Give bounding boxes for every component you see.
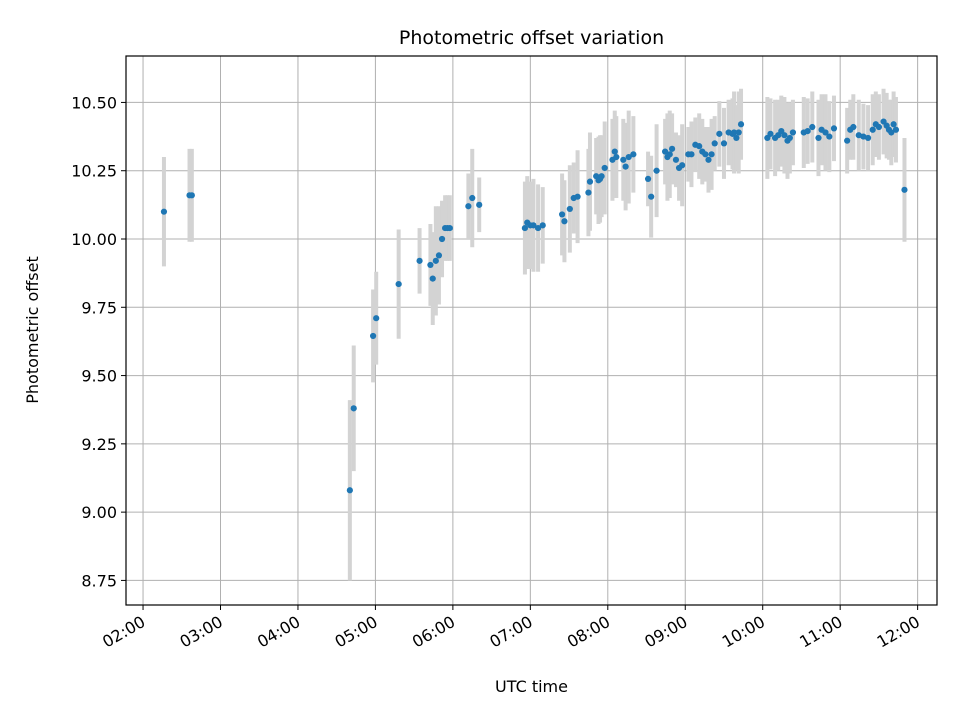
data-point [369,332,377,340]
data-point [435,252,443,259]
data-point [521,224,529,232]
data-point [737,121,745,128]
data-point [716,130,723,137]
data-point [613,153,620,161]
data-point [781,132,788,139]
data-point [611,148,618,155]
data-point [809,123,816,131]
data-point [826,133,833,140]
data-point [855,132,862,139]
data-point [679,162,686,169]
data-point [696,143,703,150]
data-point [574,193,581,200]
data-point [864,134,872,142]
data-point [539,222,546,229]
data-point [598,173,605,180]
data-point [350,405,357,412]
data-point [653,167,660,174]
data-point [432,257,439,264]
data-point [160,208,168,215]
data-point [346,487,353,494]
data-point [890,121,897,128]
data-point [860,133,867,140]
y-tick-label: 10.50 [71,93,117,112]
data-point [561,218,568,225]
y-tick-label: 8.75 [81,571,117,590]
data-point [625,153,632,161]
chart-title: Photometric offset variation [399,27,664,49]
y-tick-label: 9.25 [81,435,117,454]
plot-frame [125,55,938,606]
data-point [188,192,195,199]
data-point [869,126,876,133]
data-point [566,205,573,213]
data-point [888,129,895,136]
data-point [786,134,793,142]
data-point [648,193,655,200]
y-tick-label: 9.75 [81,298,117,317]
data-point [735,129,742,136]
data-point [585,189,592,196]
data-point [830,125,838,132]
data-point [702,151,709,158]
data-point [469,194,476,202]
data-point [815,134,822,142]
y-tick-label: 10.25 [71,162,117,181]
y-tick-label: 10.00 [71,230,117,249]
data-point [688,151,695,158]
data-point [438,235,446,243]
data-point [850,123,857,131]
y-tick-label: 9.00 [81,503,117,522]
data-point [530,222,537,229]
data-point [429,275,436,282]
data-point [601,164,608,172]
data-point [586,178,594,185]
data-point [662,148,669,155]
data-point [534,224,542,232]
x-axis-label: UTC time [495,677,568,696]
y-axis-ticks: 8.75 9.00 9.25 9.50 9.75 10.00 10.25 10.50 [71,93,126,590]
data-point [901,186,908,193]
y-axis-label: Photometric offset [23,256,42,404]
data-point [672,156,680,163]
data-points [160,118,908,494]
data-point [558,211,566,218]
data-point [892,126,900,133]
data-point [705,156,712,163]
data-point [822,129,829,136]
data-point [416,257,423,264]
data-point [720,140,728,147]
data-point [644,175,652,183]
data-point [789,129,797,136]
data-point [446,224,453,232]
data-point [630,151,637,158]
data-point [844,137,851,144]
data-point [622,163,629,170]
data-point [711,140,718,147]
data-point [733,134,740,142]
data-point [666,151,673,158]
data-point [767,130,774,137]
data-point [373,315,380,322]
data-point [708,151,715,158]
data-point [620,156,627,163]
data-point [875,123,883,131]
data-point [804,128,811,135]
data-point [395,280,402,288]
data-point [668,145,676,152]
data-point [730,129,738,136]
data-point [476,201,483,208]
y-tick-label: 9.50 [81,367,117,386]
data-point [427,261,434,269]
data-point [465,203,472,210]
